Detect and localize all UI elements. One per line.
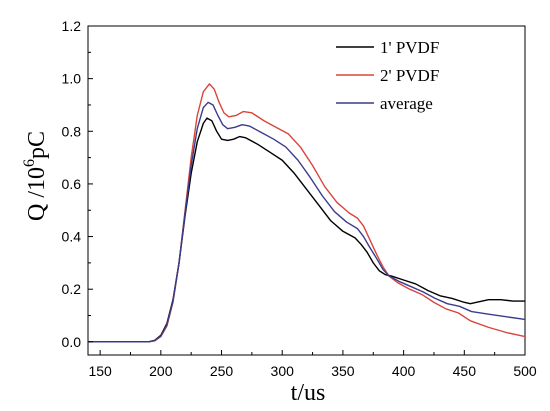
- series-line-2-pvdf: [88, 83, 526, 343]
- x-tick-label: 400: [392, 363, 416, 379]
- plot-frame: [87, 25, 526, 356]
- x-tick-label: 500: [513, 363, 537, 379]
- x-tick-label: 250: [210, 363, 234, 379]
- series-line-average: [88, 101, 526, 343]
- x-tick-label: 150: [88, 363, 112, 379]
- legend: 1' PVDF 2' PVDF average: [336, 38, 439, 113]
- y-tick-label: 1.0: [62, 71, 82, 87]
- x-tick-label: 450: [453, 363, 477, 379]
- legend-label-1-pvdf: 1' PVDF: [380, 38, 439, 57]
- y-axis-title-main: Q /10: [24, 167, 50, 221]
- series-line-1-pvdf: [88, 117, 525, 343]
- y-axis-title-exponent: 6: [21, 159, 38, 167]
- x-tick-label: 350: [331, 363, 355, 379]
- x-tick-label: 300: [271, 363, 295, 379]
- y-axis-title-unit: pC: [24, 131, 50, 159]
- x-axis-title: t/us: [291, 380, 326, 406]
- y-tick-label: 0.0: [62, 334, 82, 350]
- legend-label-2-pvdf: 2' PVDF: [380, 66, 439, 85]
- legend-label-average: average: [380, 94, 433, 113]
- y-tick-label: 0.8: [62, 123, 82, 139]
- series-lines: [88, 83, 526, 343]
- y-tick-label: 1.2: [62, 18, 82, 34]
- axis-ticks: 150 200 250 300 350 400 450 500 0.0 0.2 0.4 0.6 0.8 1…: [62, 18, 537, 379]
- y-axis-title: Q /106pC: [21, 131, 50, 221]
- y-tick-label: 0.4: [62, 229, 82, 245]
- x-tick-label: 200: [149, 363, 173, 379]
- y-tick-label: 0.2: [62, 281, 82, 297]
- y-tick-label: 0.6: [62, 176, 82, 192]
